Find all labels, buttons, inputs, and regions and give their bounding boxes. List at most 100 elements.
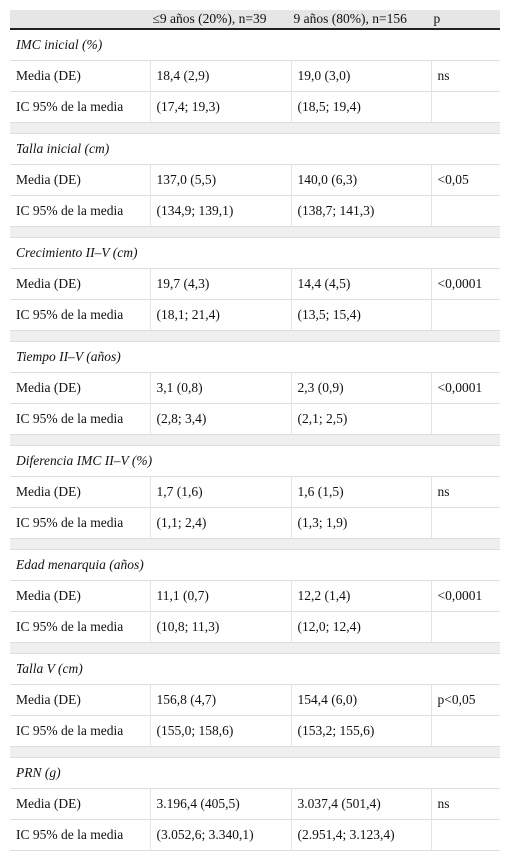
table-body: ≤9 años (20%), n=39 9 años (80%), n=156 p I… <box>10 10 500 851</box>
spacer <box>10 642 500 654</box>
section-row: PRN (g) <box>10 757 500 789</box>
row-label: Media (DE) <box>10 684 150 716</box>
cell: (12,0; 12,4) <box>290 611 431 643</box>
row-label: IC 95% de la media <box>10 195 150 227</box>
data-row: IC 95% de la media (1,1; 2,4) (1,3; 1,9) <box>10 507 500 539</box>
row-label: IC 95% de la media <box>10 403 150 435</box>
row-label: IC 95% de la media <box>10 715 150 747</box>
spacer-row <box>10 226 500 238</box>
cell: 12,2 (1,4) <box>290 580 431 612</box>
row-label: IC 95% de la media <box>10 299 150 331</box>
section-title: Talla inicial (cm) <box>10 133 500 165</box>
data-row: Media (DE) 3,1 (0,8) 2,3 (0,9) <0,0001 <box>10 372 500 404</box>
cell <box>430 403 500 435</box>
section-row: Crecimiento II–V (cm) <box>10 237 500 269</box>
header-cell <box>10 10 150 30</box>
spacer-row <box>10 330 500 342</box>
row-label: Media (DE) <box>10 788 150 820</box>
cell: 19,7 (4,3) <box>149 268 291 300</box>
header-cell: 9 años (80%), n=156 <box>290 10 431 30</box>
cell <box>430 715 500 747</box>
data-row: Media (DE) 1,7 (1,6) 1,6 (1,5) ns <box>10 476 500 508</box>
spacer-row <box>10 642 500 654</box>
spacer-row <box>10 538 500 550</box>
row-label: Media (DE) <box>10 372 150 404</box>
cell: 154,4 (6,0) <box>290 684 431 716</box>
cell: (2,1; 2,5) <box>290 403 431 435</box>
cell: <0,0001 <box>430 372 500 404</box>
spacer <box>10 226 500 238</box>
section-title: Talla V (cm) <box>10 653 500 685</box>
data-row: IC 95% de la media (134,9; 139,1) (138,7; … <box>10 195 500 227</box>
section-row: Talla inicial (cm) <box>10 133 500 165</box>
section-row: IMC inicial (%) <box>10 29 500 61</box>
header-row: ≤9 años (20%), n=39 9 años (80%), n=156 p <box>10 10 500 30</box>
row-label: IC 95% de la media <box>10 91 150 123</box>
header-cell: ≤9 años (20%), n=39 <box>149 10 291 30</box>
cell: 2,3 (0,9) <box>290 372 431 404</box>
cell: 11,1 (0,7) <box>149 580 291 612</box>
cell: (2.951,4; 3.123,4) <box>290 819 431 851</box>
cell: (1,3; 1,9) <box>290 507 431 539</box>
cell <box>430 611 500 643</box>
row-label: IC 95% de la media <box>10 611 150 643</box>
section-title: Edad menarquia (años) <box>10 549 500 581</box>
spacer-row <box>10 122 500 134</box>
cell: ns <box>430 788 500 820</box>
cell: (134,9; 139,1) <box>149 195 291 227</box>
cell: p<0,05 <box>430 684 500 716</box>
cell: 3,1 (0,8) <box>149 372 291 404</box>
cell: 14,4 (4,5) <box>290 268 431 300</box>
cell: (13,5; 15,4) <box>290 299 431 331</box>
row-label: Media (DE) <box>10 164 150 196</box>
cell: <0,05 <box>430 164 500 196</box>
cell: (2,8; 3,4) <box>149 403 291 435</box>
cell: (3.052,6; 3.340,1) <box>149 819 291 851</box>
data-row: Media (DE) 156,8 (4,7) 154,4 (6,0) p<0,05 <box>10 684 500 716</box>
cell: (18,5; 19,4) <box>290 91 431 123</box>
cell: (17,4; 19,3) <box>149 91 291 123</box>
cell <box>430 507 500 539</box>
spacer <box>10 434 500 446</box>
spacer <box>10 122 500 134</box>
cell: <0,0001 <box>430 268 500 300</box>
cell <box>430 299 500 331</box>
row-label: Media (DE) <box>10 580 150 612</box>
data-row: IC 95% de la media (3.052,6; 3.340,1) (2.9… <box>10 819 500 851</box>
spacer-row <box>10 746 500 758</box>
row-label: Media (DE) <box>10 476 150 508</box>
cell: 140,0 (6,3) <box>290 164 431 196</box>
row-label: Media (DE) <box>10 268 150 300</box>
section-title: IMC inicial (%) <box>10 29 500 61</box>
spacer-row <box>10 434 500 446</box>
data-row: IC 95% de la media (155,0; 158,6) (153,2; … <box>10 715 500 747</box>
cell: (138,7; 141,3) <box>290 195 431 227</box>
cell: 19,0 (3,0) <box>290 60 431 92</box>
spacer <box>10 330 500 342</box>
row-label: IC 95% de la media <box>10 819 150 851</box>
data-row: IC 95% de la media (18,1; 21,4) (13,5; 15,… <box>10 299 500 331</box>
data-row: Media (DE) 18,4 (2,9) 19,0 (3,0) ns <box>10 60 500 92</box>
row-label: IC 95% de la media <box>10 507 150 539</box>
cell <box>430 195 500 227</box>
cell: 1,6 (1,5) <box>290 476 431 508</box>
spacer <box>10 746 500 758</box>
row-label: Media (DE) <box>10 60 150 92</box>
section-row: Tiempo II–V (años) <box>10 341 500 373</box>
spacer <box>10 538 500 550</box>
data-row: Media (DE) 137,0 (5,5) 140,0 (6,3) <0,05 <box>10 164 500 196</box>
cell: 156,8 (4,7) <box>149 684 291 716</box>
section-row: Diferencia IMC II–V (%) <box>10 445 500 477</box>
section-title: Diferencia IMC II–V (%) <box>10 445 500 477</box>
cell <box>430 91 500 123</box>
cell: (18,1; 21,4) <box>149 299 291 331</box>
cell: (10,8; 11,3) <box>149 611 291 643</box>
data-row: IC 95% de la media (17,4; 19,3) (18,5; 19,… <box>10 91 500 123</box>
cell: (153,2; 155,6) <box>290 715 431 747</box>
section-title: Tiempo II–V (años) <box>10 341 500 373</box>
section-row: Edad menarquia (años) <box>10 549 500 581</box>
section-row: Talla V (cm) <box>10 653 500 685</box>
cell: (1,1; 2,4) <box>149 507 291 539</box>
cell: 3.196,4 (405,5) <box>149 788 291 820</box>
